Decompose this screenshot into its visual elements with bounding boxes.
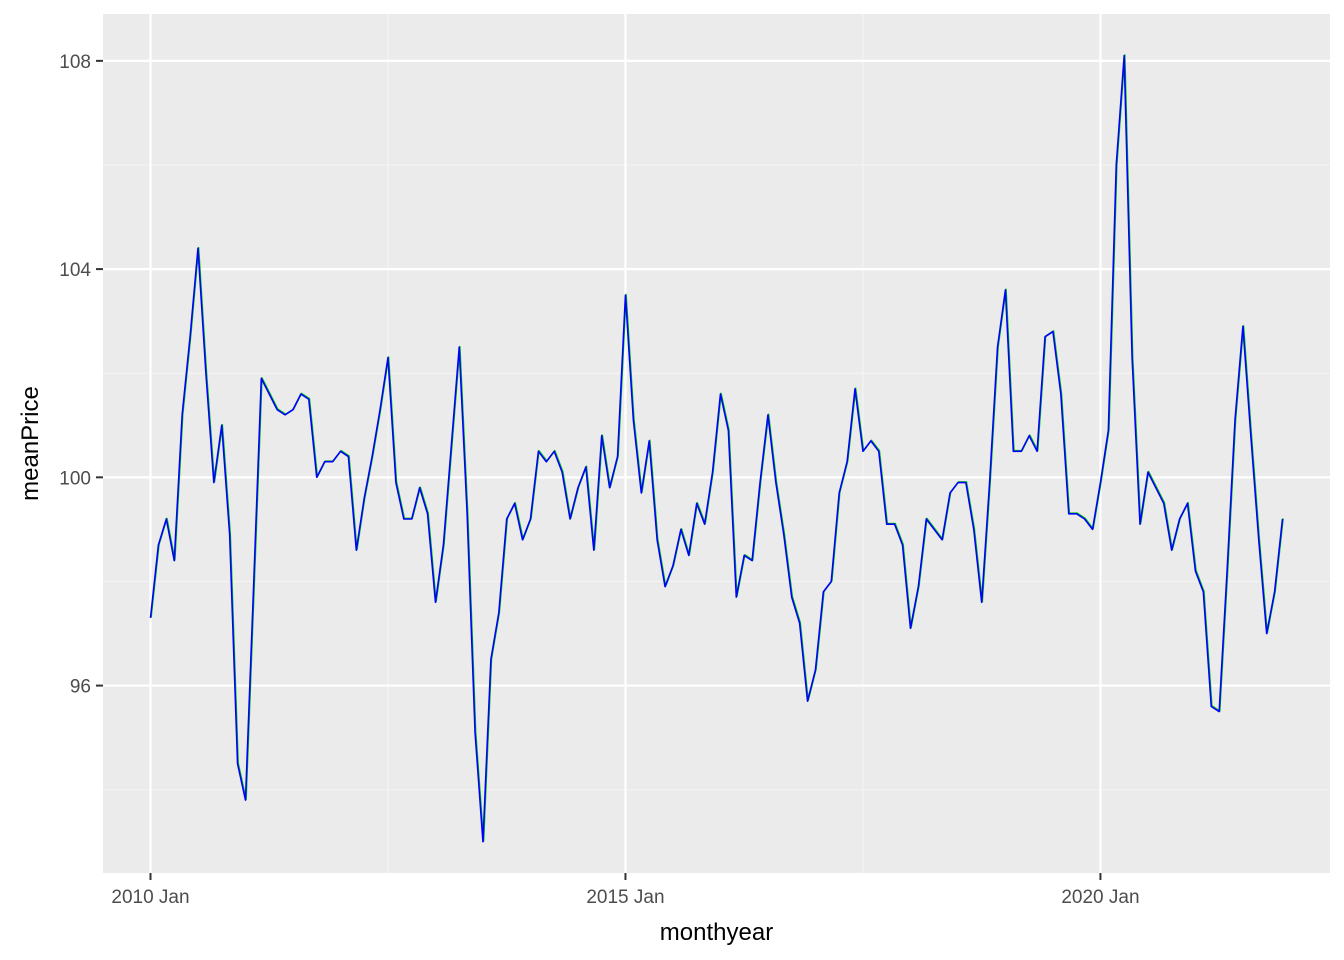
series-layer	[149, 54, 1284, 843]
y-tick-label: 96	[70, 677, 91, 698]
y-axis: 96 100 104 108	[59, 52, 103, 698]
x-tick-label: 2020 Jan	[1061, 887, 1139, 908]
series-line	[149, 54, 1284, 843]
y-tick-label: 104	[59, 260, 91, 281]
x-axis-title: monthyear	[660, 919, 773, 946]
y-tick-label: 108	[59, 52, 91, 73]
x-axis: 2010 Jan 2015 Jan 2020 Jan	[111, 873, 1140, 908]
y-axis-title: meanPrice	[17, 386, 44, 501]
x-tick-label: 2010 Jan	[111, 887, 189, 908]
y-tick-label: 100	[59, 468, 91, 489]
x-tick-label: 2015 Jan	[586, 887, 664, 908]
